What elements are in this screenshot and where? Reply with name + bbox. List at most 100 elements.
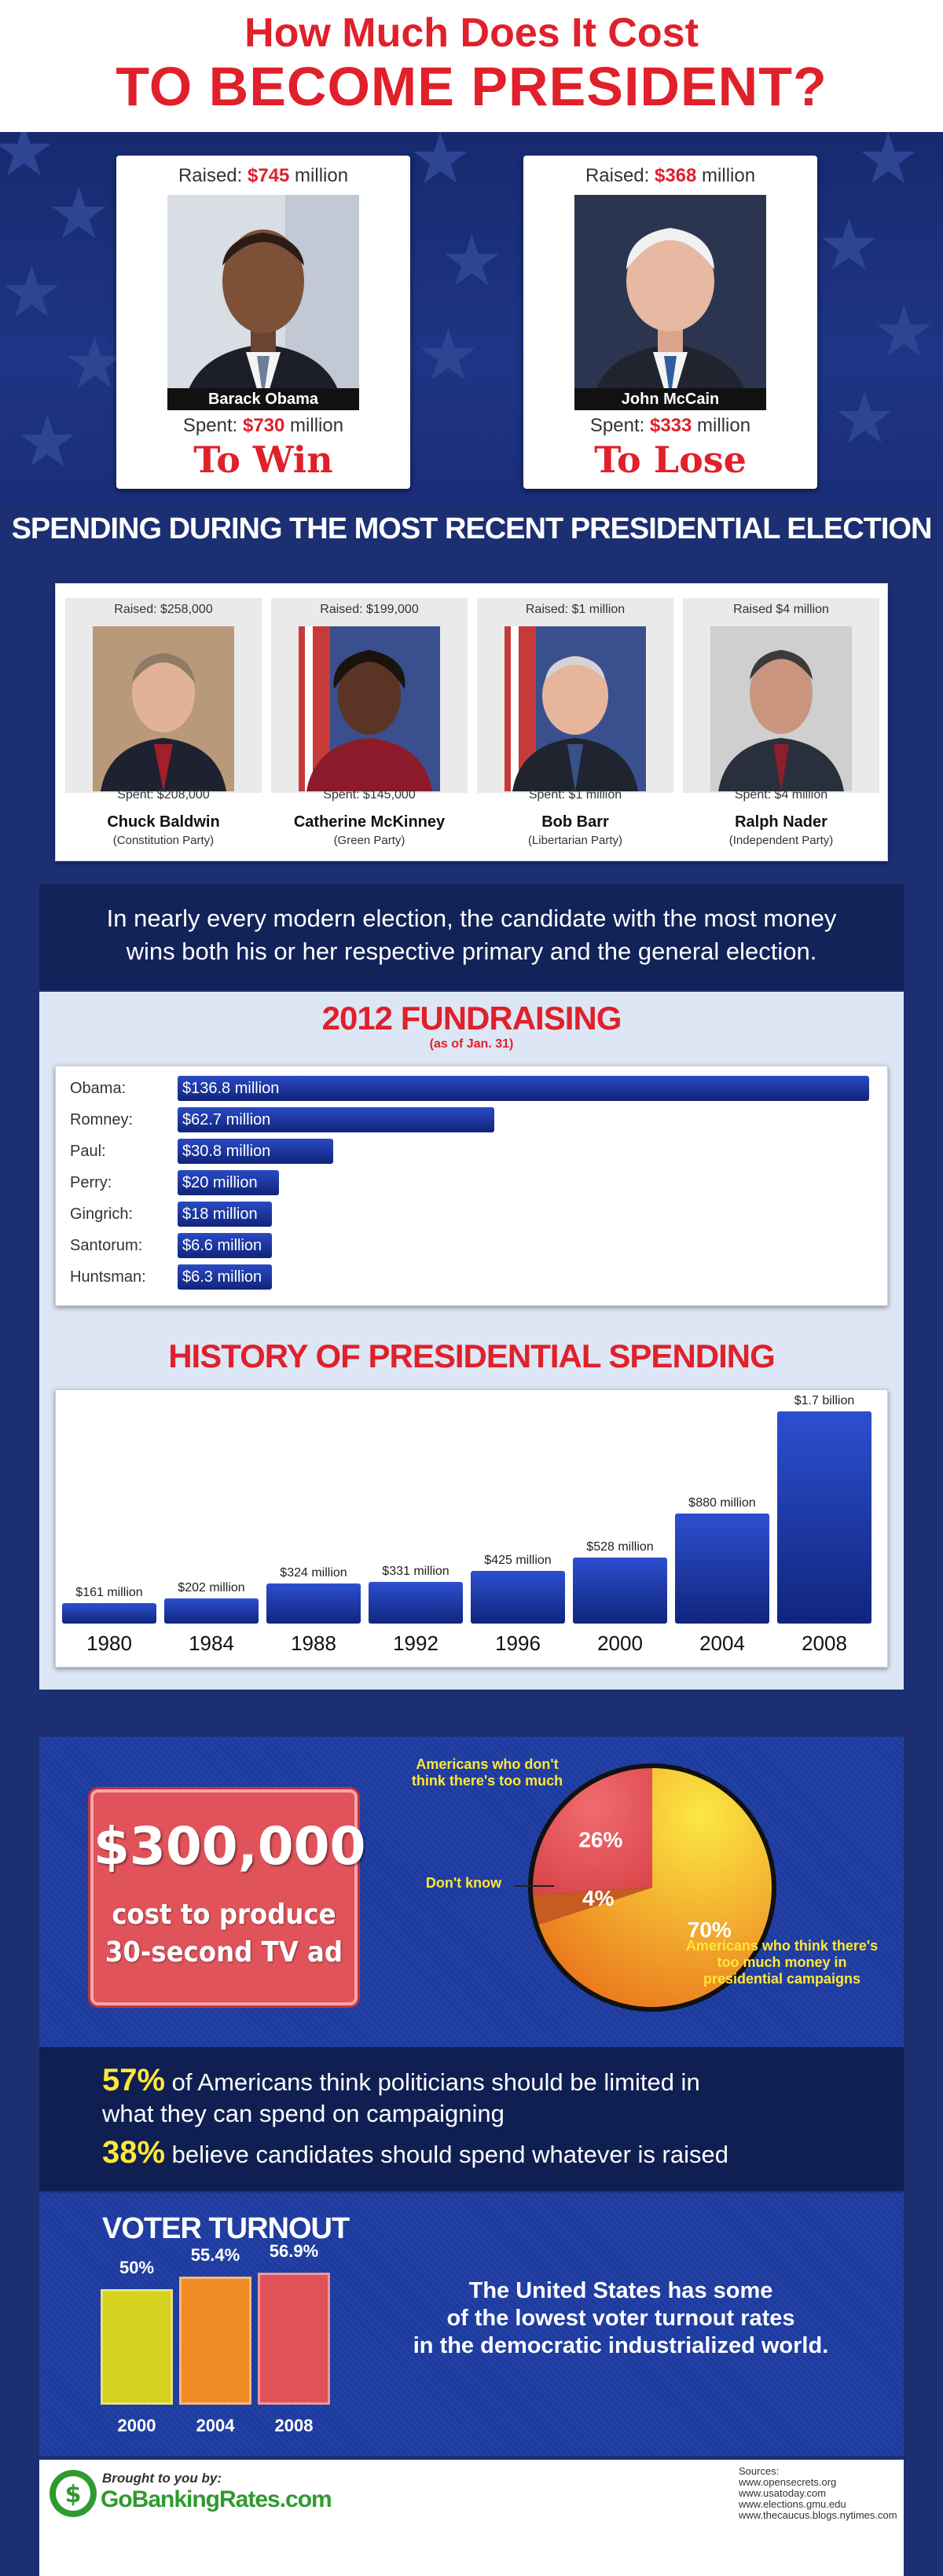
pie-slice	[533, 1888, 652, 1925]
pie-slice-label: 4%	[582, 1886, 615, 1910]
history-value: $331 million	[382, 1565, 449, 1579]
header-line-1: How Much Does It Cost	[244, 10, 699, 56]
fund-bar: $6.6 million	[178, 1233, 272, 1258]
fund-label: Gingrich:	[70, 1205, 134, 1223]
candidate-party: (Independent Party)	[728, 834, 834, 847]
third-party-card: Raised: $1 million Spent: $1 million	[477, 598, 673, 802]
turnout-year: 2000	[117, 2416, 156, 2435]
fund-bar: $6.3 million	[178, 1264, 272, 1290]
raised-text: Raised $4 million	[733, 603, 829, 616]
footer-brand-link[interactable]: GoBankingRates.com	[101, 2486, 332, 2512]
fund-label: Romney:	[70, 1111, 134, 1128]
stat-percent: 38%	[102, 2135, 166, 2170]
history-value: $324 million	[280, 1565, 347, 1580]
fund-bar: $20 million	[178, 1170, 279, 1195]
history-chart: $161 million 1980 $202 million 1984 $324 mil…	[55, 1389, 888, 1668]
star-icon: ★	[47, 175, 111, 254]
pie-leader-lines	[515, 1885, 554, 1887]
candidate-name: Chuck Baldwin	[107, 813, 220, 831]
spent-text: Spent: $145,000	[323, 788, 416, 802]
candidate-photo	[93, 626, 234, 791]
history-year: 2000	[597, 1631, 643, 1655]
header: How Much Does It Cost TO BECOME PRESIDEN…	[0, 0, 943, 132]
pie-note-dont-know: Don't know	[425, 1875, 502, 1891]
opinion-band	[39, 2047, 904, 2191]
fund-label: Perry:	[70, 1174, 112, 1191]
history-bar	[164, 1598, 259, 1624]
history-value: $425 million	[484, 1553, 552, 1567]
spent-text: Spent: $730 million	[182, 415, 344, 436]
spent-text: Spent: $333 million	[589, 415, 751, 436]
source-link[interactable]: www.elections.gmu.edu	[739, 2498, 846, 2510]
history-value: $1.7 billion	[794, 1394, 855, 1407]
fundraising-chart: Obama: $136.8 million Romney: $62.7 million…	[55, 1066, 888, 1306]
candidate-name: John McCain	[574, 388, 766, 410]
pie-note-dont-think: Americans who don't think there's too mu…	[411, 1756, 563, 1789]
third-party-card: Raised: $258,000 Spent: $208,000	[65, 598, 262, 802]
turnout-value: 55.4%	[190, 2244, 240, 2265]
fund-bar: $18 million	[178, 1202, 272, 1227]
candidate-card-obama: Raised: $745 million Barack Obama Spent:…	[116, 156, 410, 489]
history-bar	[573, 1558, 667, 1624]
star-icon: ★	[833, 380, 897, 458]
money-note-band: In nearly every modern election, the can…	[39, 884, 904, 990]
history-bar	[62, 1603, 156, 1624]
stat-percent: 57%	[102, 2063, 166, 2097]
svg-text:$: $	[65, 2481, 82, 2508]
history-bar	[471, 1570, 565, 1624]
fundraising-title: 2012 FUNDRAISING	[321, 1000, 622, 1037]
money-note-line-1: In nearly every modern election, the can…	[106, 905, 837, 932]
fund-bar: $136.8 million	[178, 1076, 869, 1101]
fund-bar: $30.8 million	[178, 1139, 334, 1164]
candidate-name: Barack Obama	[167, 388, 359, 410]
source-link[interactable]: www.opensecrets.org	[739, 2476, 837, 2488]
star-icon: ★	[440, 222, 504, 301]
turnout-year: 2008	[274, 2416, 314, 2435]
candidate-card-mccain: Raised: $368 million John McCain Spent: …	[523, 156, 817, 489]
history-value: $880 million	[688, 1496, 756, 1510]
turnout-value: 56.9%	[269, 2241, 319, 2262]
history-bar	[266, 1583, 361, 1624]
fund-label: Paul:	[70, 1143, 106, 1160]
raised-text: Raised: $368 million	[585, 165, 756, 186]
history-bar	[369, 1582, 463, 1624]
candidate-photo	[505, 626, 646, 791]
footer: $ Brought to you by: GoBankingRates.com …	[39, 2460, 904, 2576]
fund-label: Huntsman:	[70, 1268, 146, 1286]
history-year: 2008	[802, 1631, 847, 1655]
pie-slice-label: 26%	[578, 1827, 622, 1851]
history-value: $202 million	[178, 1580, 245, 1594]
footer-sources: Sources: www.opensecrets.org www.usatoda…	[739, 2466, 897, 2521]
turnout-bar	[101, 2288, 173, 2405]
history-year: 1988	[291, 1631, 336, 1655]
raised-text: Raised: $1 million	[525, 603, 626, 616]
third-party-panel: Raised: $258,000 Spent: $208,000 Raised:…	[55, 583, 888, 861]
history-year: 1980	[86, 1631, 132, 1655]
fund-label: Santorum:	[70, 1237, 143, 1254]
candidate-photo: Barack Obama	[167, 195, 359, 410]
opinion-stat-1-continued: what they can spend on campaigning	[102, 2100, 505, 2127]
star-icon: ★	[872, 293, 936, 372]
opinion-stat-1: 57% of Americans think politicians shoul…	[102, 2063, 700, 2097]
raised-text: Raised: $258,000	[114, 603, 213, 616]
pie-note-think: Americans who think there's too much mon…	[685, 1938, 879, 1987]
source-link[interactable]: www.thecaucus.blogs.nytimes.com	[739, 2509, 897, 2521]
poll-pie-chart: 70% 4% 26%	[528, 1763, 776, 2012]
result-label: To Win	[193, 439, 333, 481]
candidate-name: Bob Barr	[541, 813, 609, 831]
raised-text: Raised: $745 million	[178, 165, 349, 186]
tv-ad-amount: $300,000	[94, 1816, 366, 1877]
source-link[interactable]: www.usatoday.com	[739, 2487, 827, 2499]
footer-brought-by: Brought to you by:	[102, 2471, 222, 2486]
turnout-bar	[258, 2273, 330, 2405]
spent-text: Spent: $4 million	[734, 788, 828, 802]
history-year: 1996	[495, 1631, 541, 1655]
star-icon: ★	[857, 132, 920, 199]
pie-slice	[533, 1768, 652, 1895]
tv-ad-text: cost to produce 30-second TV ad	[105, 1899, 343, 1969]
history-bar	[675, 1514, 769, 1624]
pie-slice-label: 70%	[688, 1917, 732, 1942]
candidate-name: Ralph Nader	[735, 813, 827, 831]
star-icon: ★	[0, 254, 64, 332]
third-party-card: Raised $4 million Spent: $4 million	[683, 598, 879, 802]
